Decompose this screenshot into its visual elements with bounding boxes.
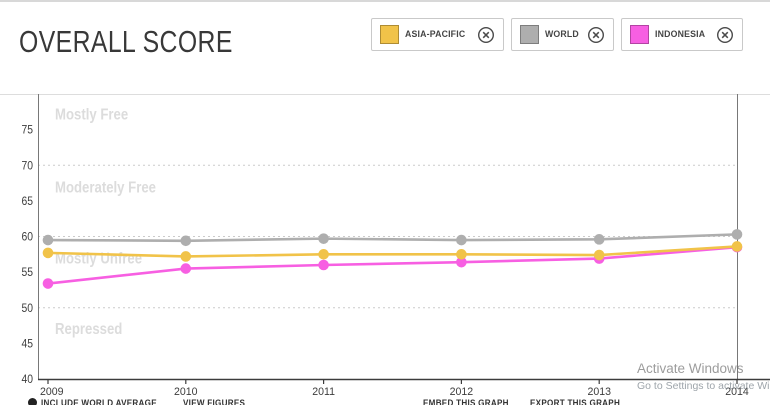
y-tick-label: 60 <box>21 231 33 244</box>
series-point-asia-pacific <box>731 241 743 252</box>
export-this-graph-button[interactable]: EXPORT THIS GRAPH <box>530 398 621 405</box>
zone-label: Mostly Free <box>55 107 128 124</box>
x-tick-label: 2011 <box>312 386 335 398</box>
close-icon[interactable] <box>477 26 495 44</box>
legend-chip-label: WORLD <box>544 29 579 40</box>
include-world-average-toggle-icon[interactable] <box>28 398 37 405</box>
indonesia-swatch <box>630 25 650 44</box>
zone-label: Moderately Free <box>55 179 156 196</box>
series-point-world <box>456 234 467 246</box>
x-tick-label: 2012 <box>450 386 474 398</box>
series-point-indonesia <box>180 263 192 274</box>
x-tick-label: 2010 <box>174 386 198 398</box>
y-tick-label: 45 <box>21 338 33 351</box>
series-point-asia-pacific <box>180 251 192 262</box>
y-tick-label: 50 <box>21 302 33 315</box>
legend-chip-world[interactable]: WORLD <box>510 18 615 51</box>
close-icon[interactable] <box>716 26 734 44</box>
series-point-world <box>731 229 743 240</box>
y-tick-label: 55 <box>21 267 33 280</box>
page-title: OVERALL SCORE <box>19 24 233 59</box>
series-point-world <box>42 234 54 246</box>
series-point-indonesia <box>318 259 329 271</box>
series-line-indonesia <box>47 245 738 285</box>
y-tick-label: 65 <box>21 195 33 208</box>
legend-chip-label: ASIA-PACIFIC <box>404 29 466 40</box>
series-point-asia-pacific <box>318 249 329 260</box>
zone-label: Repressed <box>55 321 122 338</box>
series-point-world <box>318 233 329 244</box>
y-tick-label: 75 <box>21 124 33 137</box>
series-line-world <box>47 233 738 243</box>
series-point-asia-pacific <box>456 249 467 260</box>
series-point-indonesia <box>456 256 467 268</box>
x-tick-label: 2009 <box>40 386 64 398</box>
x-tick-label: 2014 <box>725 386 749 398</box>
series-point-world <box>180 235 192 247</box>
series-point-asia-pacific <box>593 249 605 261</box>
series-line-asia-pacific <box>47 245 738 258</box>
y-tick-label: 40 <box>21 374 33 387</box>
series-point-asia-pacific <box>42 247 54 259</box>
y-tick-label: 70 <box>21 160 33 173</box>
view-figures-button[interactable]: VIEW FIGURES <box>183 398 246 405</box>
legend-chip-asia-pacific[interactable]: ASIA-PACIFIC <box>370 18 504 51</box>
close-icon[interactable] <box>587 26 605 44</box>
world-swatch <box>519 25 539 44</box>
x-tick-label: 2013 <box>587 386 611 398</box>
series-point-indonesia <box>42 278 54 289</box>
asia-pacific-swatch <box>379 25 399 44</box>
embed-this-graph-button[interactable]: EMBED THIS GRAPH <box>423 398 509 405</box>
include-world-average-button[interactable]: INCLUDE WORLD AVERAGE <box>41 398 157 405</box>
series-point-world <box>593 234 605 245</box>
legend-chip-label: INDONESIA <box>655 29 706 40</box>
legend: ASIA-PACIFIC WORLD INDON <box>370 18 743 51</box>
legend-chip-indonesia[interactable]: INDONESIA <box>621 18 743 51</box>
